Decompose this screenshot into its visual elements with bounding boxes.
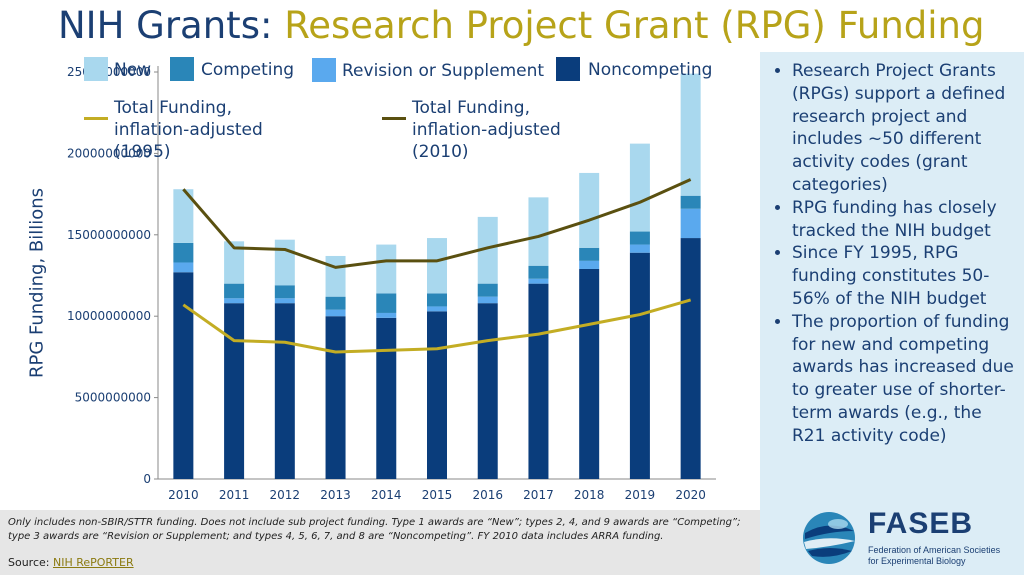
footer: Only includes non-SBIR/STTR funding. Doe… — [0, 510, 760, 575]
x-tick-label: 2019 — [625, 488, 656, 502]
bar-revision-2013 — [325, 309, 346, 317]
bar-noncompeting-2012 — [274, 303, 295, 479]
legend-label-line-1995: Total Funding, inflation-adjusted (1995) — [114, 98, 263, 162]
x-tick-label: 2018 — [574, 488, 605, 502]
x-tick-label: 2011 — [219, 488, 250, 502]
bar-revision-2015 — [427, 306, 447, 312]
bar-revision-2017 — [528, 278, 549, 284]
bar-new-2018 — [579, 172, 600, 248]
bar-noncompeting-2010 — [173, 272, 194, 479]
sidebar-bullet: Research Project Grants (RPGs) support a… — [792, 60, 1014, 197]
bar-revision-2020 — [680, 208, 701, 239]
bar-new-2016 — [477, 216, 498, 284]
legend-label-new: New — [114, 60, 152, 80]
sidebar-bullets: Research Project Grants (RPGs) support a… — [760, 52, 1024, 448]
x-tick-label: 2016 — [472, 488, 503, 502]
bar-new-2013 — [325, 255, 346, 297]
sidebar-bullet: RPG funding has closely tracked the NIH … — [792, 197, 1014, 243]
legend-swatch-new — [84, 57, 108, 81]
y-tick-label: 0 — [143, 472, 151, 486]
bar-competing-2012 — [274, 285, 295, 299]
bar-competing-2018 — [579, 247, 600, 261]
source-label: Source: — [8, 556, 53, 569]
bar-revision-2012 — [274, 298, 295, 304]
bar-competing-2014 — [376, 293, 397, 313]
bar-competing-2011 — [224, 283, 245, 299]
bar-competing-2019 — [629, 231, 650, 245]
legend-swatch-competing — [170, 57, 194, 81]
legend-swatch-noncompeting — [556, 57, 580, 81]
x-tick-label: 2014 — [371, 488, 402, 502]
bar-competing-2013 — [325, 296, 346, 310]
y-tick-label: 5000000000 — [75, 391, 151, 405]
bar-noncompeting-2015 — [427, 311, 447, 479]
sidebar-bullet: Since FY 1995, RPG funding constitutes 5… — [792, 242, 1014, 310]
legend-label-noncompeting: Noncompeting — [588, 60, 713, 80]
legend-label-line-2010: Total Funding, inflation-adjusted (2010) — [412, 98, 561, 162]
line-total-1995 — [182, 298, 692, 354]
legend-line-2010 — [382, 117, 406, 120]
bar-revision-2016 — [477, 296, 498, 304]
logo-subtitle: Federation of American Societies for Exp… — [868, 545, 1001, 566]
bar-new-2014 — [376, 244, 397, 294]
bar-noncompeting-2017 — [528, 283, 549, 479]
bar-new-2015 — [427, 238, 447, 294]
bar-revision-2011 — [224, 298, 245, 304]
bar-new-2012 — [274, 239, 295, 286]
sidebar-panel: Research Project Grants (RPGs) support a… — [760, 52, 1024, 575]
page-title: NIH Grants: Research Project Grant (RPG)… — [58, 4, 985, 47]
sidebar-bullet: The proportion of funding for new and co… — [792, 311, 1014, 448]
x-tick-label: 2017 — [523, 488, 554, 502]
line-total-2010 — [182, 178, 692, 269]
bar-revision-2018 — [579, 260, 600, 269]
bar-noncompeting-2019 — [629, 252, 650, 479]
bar-competing-2010 — [173, 242, 194, 263]
title-part2: Research Project Grant (RPG) Funding — [284, 4, 985, 47]
source-line: Source: NIH RePORTER — [8, 556, 134, 569]
x-tick-label: 2010 — [168, 488, 199, 502]
x-tick-label: 2015 — [422, 488, 453, 502]
bar-competing-2017 — [528, 265, 549, 279]
footnote: Only includes non-SBIR/STTR funding. Doe… — [8, 517, 741, 542]
rpg-funding-chart: 0 5000000000 10000000000 15000000000 2000000… — [67, 65, 716, 502]
bar-noncompeting-2016 — [477, 303, 498, 479]
bar-new-2017 — [528, 197, 549, 266]
logo-brand: FASEB — [868, 507, 974, 540]
bar-new-2010 — [173, 189, 194, 243]
x-tick-label: 2013 — [320, 488, 351, 502]
legend-line-1995 — [84, 117, 108, 120]
bar-noncompeting-2014 — [376, 317, 397, 479]
bar-competing-2015 — [427, 293, 447, 307]
bar-competing-2020 — [680, 195, 701, 209]
bar-new-2020 — [680, 73, 701, 196]
legend-swatch-revision — [312, 58, 336, 82]
source-link[interactable]: NIH RePORTER — [52, 556, 134, 569]
bar-noncompeting-2018 — [579, 268, 600, 479]
title-part1: NIH Grants: — [58, 4, 285, 47]
bar-revision-2014 — [376, 312, 397, 318]
y-tick-label: 10000000000 — [67, 309, 151, 323]
bar-competing-2016 — [477, 283, 498, 297]
legend-label-competing: Competing — [201, 60, 295, 80]
bar-revision-2019 — [629, 244, 650, 253]
faseb-logo: FASEB Federation of American Societies f… — [800, 505, 1010, 570]
y-axis-title: RPG Funding, Billions — [26, 187, 48, 379]
bar-noncompeting-2013 — [325, 316, 346, 479]
bar-noncompeting-2011 — [224, 303, 245, 479]
faseb-globe-icon — [803, 512, 855, 564]
bar-new-2011 — [224, 241, 245, 284]
y-tick-label: 20000000000 — [67, 146, 151, 160]
bar-revision-2010 — [173, 262, 194, 273]
x-tick-label: 2020 — [675, 488, 706, 502]
bar-new-2019 — [629, 143, 650, 232]
legend-label-revision: Revision or Supplement — [342, 61, 545, 81]
bar-noncompeting-2020 — [680, 238, 701, 479]
x-tick-label: 2012 — [270, 488, 301, 502]
y-tick-label: 15000000000 — [67, 228, 151, 242]
